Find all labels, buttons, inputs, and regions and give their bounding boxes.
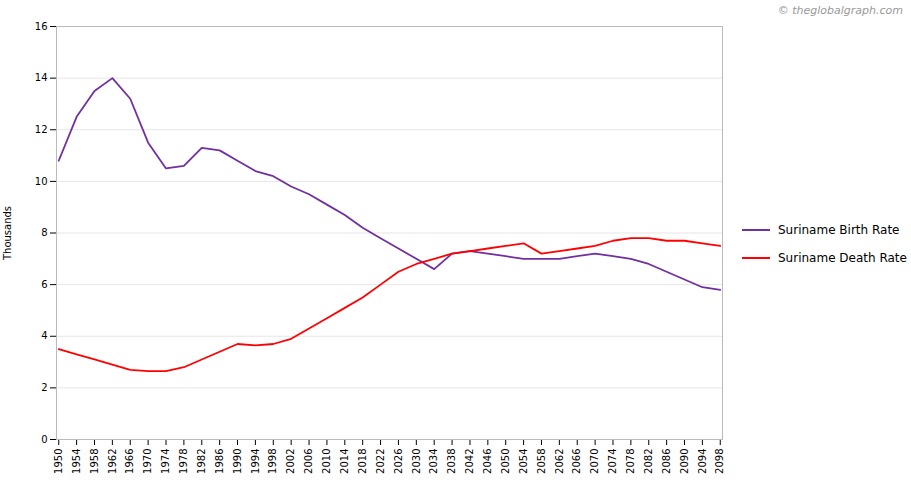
svg-text:2042: 2042 [464,449,475,474]
svg-text:2030: 2030 [411,449,422,474]
svg-text:1990: 1990 [232,449,243,474]
svg-text:1998: 1998 [267,449,278,474]
svg-text:16: 16 [35,21,48,32]
svg-text:1970: 1970 [142,449,153,474]
svg-text:1966: 1966 [124,449,135,474]
svg-text:2094: 2094 [697,449,708,474]
svg-text:2078: 2078 [625,449,636,474]
svg-text:8: 8 [41,227,47,238]
svg-text:2058: 2058 [536,449,547,474]
svg-text:0: 0 [41,434,47,445]
svg-text:2038: 2038 [446,449,457,474]
svg-text:Thousands: Thousands [2,206,13,261]
svg-text:2066: 2066 [571,449,582,474]
svg-text:2034: 2034 [428,449,439,474]
svg-text:14: 14 [35,72,48,83]
svg-text:1986: 1986 [214,449,225,474]
svg-text:1950: 1950 [53,449,64,474]
svg-text:2074: 2074 [607,449,618,474]
svg-text:2018: 2018 [357,449,368,474]
svg-text:2026: 2026 [393,449,404,474]
svg-text:2050: 2050 [500,449,511,474]
svg-text:2070: 2070 [589,449,600,474]
svg-text:2046: 2046 [482,449,493,474]
svg-text:1994: 1994 [250,449,261,474]
svg-text:1978: 1978 [178,449,189,474]
svg-text:12: 12 [35,124,48,135]
svg-text:2010: 2010 [321,449,332,474]
html-text:Suriname Birth Rate: Suriname Birth Rate [778,222,900,237]
svg-text:2090: 2090 [679,449,690,474]
svg-text:1954: 1954 [71,449,82,474]
svg-text:2098: 2098 [714,449,725,474]
svg-text:1974: 1974 [160,449,171,474]
svg-text:2082: 2082 [643,449,654,474]
svg-text:1958: 1958 [89,449,100,474]
svg-text:6: 6 [41,279,47,290]
svg-text:2022: 2022 [375,449,386,474]
svg-text:4: 4 [41,330,47,341]
svg-text:2006: 2006 [303,449,314,474]
html-text:© theglobalgraph.com: © theglobalgraph.com [777,4,903,17]
svg-text:2: 2 [41,382,47,393]
svg-text:2002: 2002 [285,449,296,474]
svg-text:10: 10 [35,176,48,187]
html-text:Suriname Death Rate: Suriname Death Rate [778,250,907,265]
svg-text:2014: 2014 [339,449,350,474]
svg-text:2054: 2054 [518,449,529,474]
svg-text:2062: 2062 [554,449,565,474]
svg-text:1982: 1982 [196,449,207,474]
svg-text:1962: 1962 [107,449,118,474]
svg-text:2086: 2086 [661,449,672,474]
